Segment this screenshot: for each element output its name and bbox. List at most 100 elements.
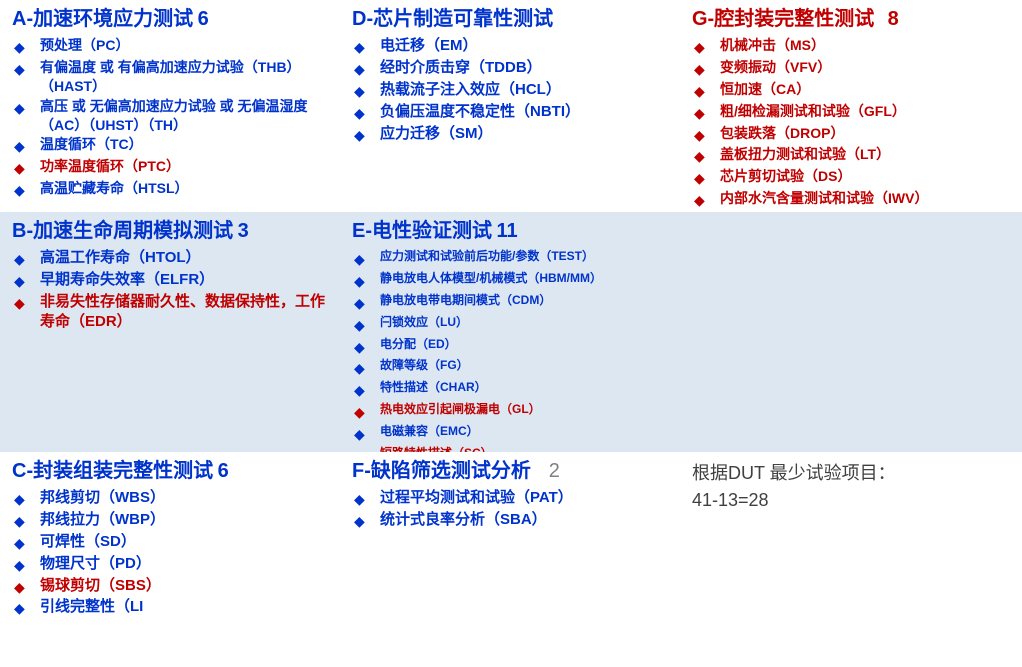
item-text: 短路特性描述（SC） bbox=[380, 445, 670, 452]
item-text: 引线完整性（LI bbox=[40, 597, 330, 617]
diamond-bullet-icon: ◆ bbox=[12, 488, 40, 509]
list-item: ◆预处理（PC） bbox=[12, 36, 330, 57]
item-text: 静电放电人体模型/机械模式（HBM/MM） bbox=[380, 270, 670, 286]
diamond-bullet-icon: ◆ bbox=[692, 36, 720, 57]
count-G: 8 bbox=[888, 8, 899, 30]
title-B: B-加速生命周期模拟测试 bbox=[12, 220, 233, 242]
list-item: ◆高温贮藏寿命（HTSL） bbox=[12, 179, 330, 200]
list-item: ◆短路特性描述（SC） bbox=[352, 445, 670, 452]
title-E: E-电性验证测试 bbox=[352, 220, 492, 242]
title-A: A-加速环境应力测试 bbox=[12, 8, 193, 30]
list-item: ◆应力迁移（SM） bbox=[352, 124, 670, 145]
list-A: ◆预处理（PC）◆有偏温度 或 有偏高加速应力试验（THB）（HAST）◆高压 … bbox=[12, 36, 330, 200]
list-item: ◆芯片剪切试验（DS） bbox=[692, 167, 1012, 188]
list-item: ◆盖板扭力测试和试验（LT） bbox=[692, 145, 1012, 166]
item-text: 电分配（ED） bbox=[380, 336, 670, 352]
diamond-bullet-icon: ◆ bbox=[352, 58, 380, 79]
list-item: ◆高压 或 无偏高加速应力试验 或 无偏温湿度（AC）（UHST）（TH） bbox=[12, 97, 330, 135]
list-item: ◆引线完整性（LI bbox=[12, 597, 330, 618]
item-text: 高温贮藏寿命（HTSL） bbox=[40, 179, 330, 198]
diamond-bullet-icon: ◆ bbox=[352, 270, 380, 291]
diamond-bullet-icon: ◆ bbox=[12, 58, 40, 79]
diamond-bullet-icon: ◆ bbox=[352, 423, 380, 444]
list-item: ◆经时介质击穿（TDDB） bbox=[352, 58, 670, 79]
diamond-bullet-icon: ◆ bbox=[12, 179, 40, 200]
diamond-bullet-icon: ◆ bbox=[352, 124, 380, 145]
test-categories-grid: A-加速环境应力测试 6 ◆预处理（PC）◆有偏温度 或 有偏高加速应力试验（T… bbox=[0, 0, 1022, 667]
diamond-bullet-icon: ◆ bbox=[12, 248, 40, 269]
list-item: ◆温度循环（TC） bbox=[12, 135, 330, 156]
list-G: ◆机械冲击（MS）◆变频振动（VFV）◆恒加速（CA）◆粗/细检漏测试和试验（G… bbox=[692, 36, 1012, 210]
list-item: ◆负偏压温度不稳定性（NBTI） bbox=[352, 102, 670, 123]
item-text: 热载流子注入效应（HCL） bbox=[380, 80, 670, 100]
item-text: 应力测试和试验前后功能/参数（TEST） bbox=[380, 248, 670, 264]
diamond-bullet-icon: ◆ bbox=[12, 270, 40, 291]
list-item: ◆电迁移（EM） bbox=[352, 36, 670, 57]
list-item: ◆可焊性（SD） bbox=[12, 532, 330, 553]
diamond-bullet-icon: ◆ bbox=[12, 597, 40, 618]
item-text: 邦线剪切（WBS） bbox=[40, 488, 330, 508]
header-A: A-加速环境应力测试 6 bbox=[12, 6, 330, 32]
header-E: E-电性验证测试 11 bbox=[352, 218, 670, 244]
item-text: 邦线拉力（WBP） bbox=[40, 510, 330, 530]
diamond-bullet-icon: ◆ bbox=[12, 554, 40, 575]
item-text: 非易失性存储器耐久性、数据保持性，工作寿命（EDR） bbox=[40, 292, 330, 333]
count-A: 6 bbox=[198, 8, 209, 30]
item-text: 粗/细检漏测试和试验（GFL） bbox=[720, 102, 1012, 121]
diamond-bullet-icon: ◆ bbox=[352, 357, 380, 378]
diamond-bullet-icon: ◆ bbox=[12, 510, 40, 531]
list-item: ◆静电放电带电期间模式（CDM） bbox=[352, 292, 670, 313]
title-G: G-腔封装完整性测试 bbox=[692, 8, 874, 30]
item-text: 电迁移（EM） bbox=[380, 36, 670, 56]
list-D: ◆电迁移（EM）◆经时介质击穿（TDDB）◆热载流子注入效应（HCL）◆负偏压温… bbox=[352, 36, 670, 144]
list-item: ◆粗/细检漏测试和试验（GFL） bbox=[692, 102, 1012, 123]
cell-E: E-电性验证测试 11 ◆应力测试和试验前后功能/参数（TEST）◆静电放电人体… bbox=[340, 212, 680, 452]
item-text: 热电效应引起闸极漏电（GL） bbox=[380, 401, 670, 417]
list-item: ◆包装跌落（DROP） bbox=[692, 124, 1012, 145]
cell-A: A-加速环境应力测试 6 ◆预处理（PC）◆有偏温度 或 有偏高加速应力试验（T… bbox=[0, 0, 340, 212]
item-text: 内部水汽含量测试和试验（IWV） bbox=[720, 189, 1012, 208]
item-text: 高压 或 无偏高加速应力试验 或 无偏温湿度（AC）（UHST）（TH） bbox=[40, 97, 330, 135]
header-F: F-缺陷筛选测试分析 2 bbox=[352, 458, 670, 484]
list-item: ◆物理尺寸（PD） bbox=[12, 554, 330, 575]
cell-F: F-缺陷筛选测试分析 2 ◆过程平均测试和试验（PAT）◆统计式良率分析（SBA… bbox=[340, 452, 680, 667]
list-item: ◆恒加速（CA） bbox=[692, 80, 1012, 101]
note-line2: 41-13=28 bbox=[692, 490, 769, 510]
diamond-bullet-icon: ◆ bbox=[12, 36, 40, 57]
item-text: 统计式良率分析（SBA） bbox=[380, 510, 670, 530]
diamond-bullet-icon: ◆ bbox=[12, 97, 40, 118]
item-text: 故障等级（FG） bbox=[380, 357, 670, 373]
item-text: 有偏温度 或 有偏高加速应力试验（THB）（HAST） bbox=[40, 58, 330, 96]
diamond-bullet-icon: ◆ bbox=[692, 80, 720, 101]
item-text: 可焊性（SD） bbox=[40, 532, 330, 552]
item-text: 盖板扭力测试和试验（LT） bbox=[720, 145, 1012, 164]
diamond-bullet-icon: ◆ bbox=[12, 135, 40, 156]
item-text: 芯片剪切试验（DS） bbox=[720, 167, 1012, 186]
list-item: ◆统计式良率分析（SBA） bbox=[352, 510, 670, 531]
list-item: ◆锡球剪切（SBS） bbox=[12, 576, 330, 597]
diamond-bullet-icon: ◆ bbox=[12, 576, 40, 597]
list-item: ◆早期寿命失效率（ELFR） bbox=[12, 270, 330, 291]
diamond-bullet-icon: ◆ bbox=[692, 167, 720, 188]
item-text: 应力迁移（SM） bbox=[380, 124, 670, 144]
item-text: 高温工作寿命（HTOL） bbox=[40, 248, 330, 268]
header-D: D-芯片制造可靠性测试 bbox=[352, 6, 670, 32]
item-text: 经时介质击穿（TDDB） bbox=[380, 58, 670, 78]
list-item: ◆高温工作寿命（HTOL） bbox=[12, 248, 330, 269]
item-text: 早期寿命失效率（ELFR） bbox=[40, 270, 330, 290]
cell-blank bbox=[680, 212, 1022, 452]
item-text: 包装跌落（DROP） bbox=[720, 124, 1012, 143]
item-text: 锡球剪切（SBS） bbox=[40, 576, 330, 596]
item-text: 变频振动（VFV） bbox=[720, 58, 1012, 77]
diamond-bullet-icon: ◆ bbox=[352, 314, 380, 335]
list-item: ◆应力测试和试验前后功能/参数（TEST） bbox=[352, 248, 670, 269]
diamond-bullet-icon: ◆ bbox=[692, 58, 720, 79]
item-text: 恒加速（CA） bbox=[720, 80, 1012, 99]
cell-D: D-芯片制造可靠性测试 ◆电迁移（EM）◆经时介质击穿（TDDB）◆热载流子注入… bbox=[340, 0, 680, 212]
note-text: 根据DUT 最少试验项目： 41-13=28 bbox=[692, 458, 1012, 514]
diamond-bullet-icon: ◆ bbox=[352, 102, 380, 123]
diamond-bullet-icon: ◆ bbox=[352, 336, 380, 357]
list-item: ◆内部水汽含量测试和试验（IWV） bbox=[692, 189, 1012, 210]
title-D: D-芯片制造可靠性测试 bbox=[352, 8, 553, 30]
cell-note: 根据DUT 最少试验项目： 41-13=28 bbox=[680, 452, 1022, 667]
